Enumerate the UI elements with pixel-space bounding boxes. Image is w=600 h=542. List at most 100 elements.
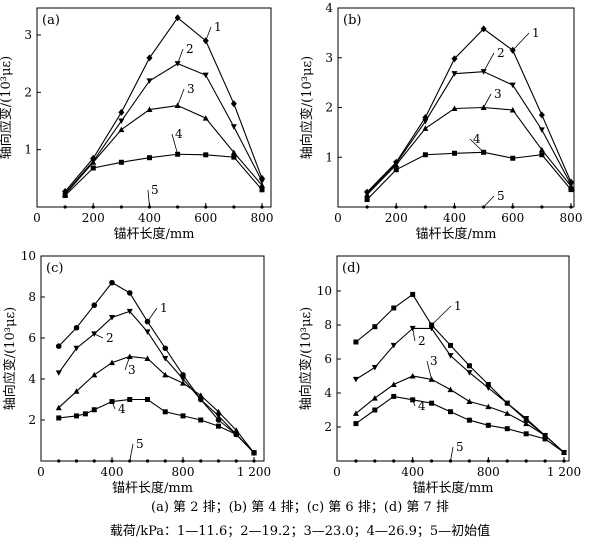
data-point (562, 459, 566, 463)
series-label: 2 (418, 334, 426, 348)
series-line (64, 63, 263, 194)
data-point (259, 182, 265, 188)
data-point (391, 305, 397, 311)
series-label: 4 (118, 402, 126, 416)
data-point (365, 205, 369, 209)
panel-label: (b) (343, 13, 361, 28)
series-leader (129, 443, 134, 462)
series-label: 3 (430, 354, 438, 368)
data-point (197, 392, 204, 398)
data-point (109, 279, 115, 286)
data-point (215, 413, 222, 419)
x-tick-label: 200 (385, 211, 408, 225)
series-leader (124, 356, 131, 371)
y-tick-label: 2 (325, 101, 333, 115)
data-point (411, 459, 415, 463)
y-axis-label: 轴向应变/(10³με) (298, 307, 314, 410)
data-point (486, 459, 490, 463)
data-point (144, 355, 151, 361)
figure-caption-panels: (a) 第 2 排；(b) 第 4 排；(c) 第 6 排；(d) 第 7 排 (151, 500, 449, 515)
data-point (538, 146, 545, 153)
data-point (204, 205, 208, 209)
data-point (505, 459, 509, 463)
y-axis-label: 轴向应变/(10³με) (0, 56, 14, 159)
data-point (57, 459, 61, 463)
data-point (510, 155, 516, 161)
data-point (126, 290, 133, 296)
data-point (62, 193, 68, 199)
series-label: 3 (128, 363, 136, 377)
data-point (162, 409, 168, 415)
data-point (118, 159, 124, 165)
data-point (451, 105, 458, 111)
series-1: 1 (353, 291, 567, 455)
series-line (64, 153, 263, 196)
panel-label: (c) (46, 261, 63, 276)
data-point (230, 124, 237, 130)
series-label: 2 (497, 46, 505, 60)
panel-d: (d) 0 400 800 1 200 2 4 6 8 10 锚杆长度/mm 轴向应变/(10³με)… (298, 255, 581, 496)
data-point (353, 421, 359, 427)
y-tick-label: 10 (21, 249, 36, 263)
x-tick-label: 1 200 (547, 465, 581, 479)
y-tick-label: 8 (28, 290, 36, 304)
series-leader (512, 32, 530, 51)
data-point (197, 397, 204, 403)
panel-c: (c) 0 400 800 1 200 2 4 6 8 10 锚杆长度/mm 轴向应变/(10³με)… (2, 249, 271, 496)
data-point (55, 370, 62, 376)
data-point (90, 165, 96, 171)
data-point (73, 345, 80, 352)
data-point (180, 380, 186, 386)
series-leader (431, 305, 452, 326)
y-tick-label: 4 (325, 1, 333, 15)
x-tick-label: 0 (37, 465, 45, 479)
data-point (119, 205, 123, 209)
series-1: 1 (364, 25, 574, 196)
series-leader (426, 360, 432, 380)
data-point (118, 108, 125, 116)
series-leader (94, 333, 104, 339)
series-label: 4 (418, 399, 426, 413)
data-point (146, 54, 153, 62)
data-point (109, 359, 115, 366)
data-point (467, 459, 472, 463)
panel-label: (a) (42, 13, 60, 28)
y-tick-label: 10 (317, 284, 332, 298)
x-tick-label: 0 (333, 465, 341, 479)
data-point (118, 126, 125, 133)
data-point (230, 149, 237, 156)
data-point (451, 71, 458, 77)
data-point (410, 291, 416, 297)
data-point (466, 370, 473, 376)
x-tick-label: 0 (334, 211, 342, 225)
x-axis-label: 锚杆长度/mm (415, 226, 496, 242)
data-point (538, 127, 545, 133)
data-point (409, 373, 416, 379)
data-point (180, 372, 186, 378)
y-tick-label: 3 (325, 51, 333, 65)
y-tick-label: 2 (24, 85, 32, 99)
data-point (215, 408, 222, 415)
data-point (371, 395, 378, 401)
data-point (354, 459, 358, 463)
data-point (542, 436, 548, 442)
data-point (203, 152, 209, 158)
x-tick-label: 200 (82, 211, 105, 225)
series-5: 5 (354, 440, 566, 463)
data-point (364, 197, 370, 203)
data-point (55, 343, 62, 350)
data-point (504, 410, 511, 416)
data-point (180, 413, 186, 419)
data-point (353, 339, 359, 345)
data-point (466, 363, 472, 369)
x-tick-label: 800 (172, 465, 195, 479)
data-point (145, 397, 150, 402)
y-tick-label: 2 (324, 420, 332, 434)
data-point (523, 420, 530, 427)
data-point (91, 407, 97, 413)
x-axis-label: 锚杆长度/mm (112, 480, 193, 496)
data-point (259, 178, 265, 185)
data-point (523, 431, 529, 437)
data-point (352, 410, 359, 416)
